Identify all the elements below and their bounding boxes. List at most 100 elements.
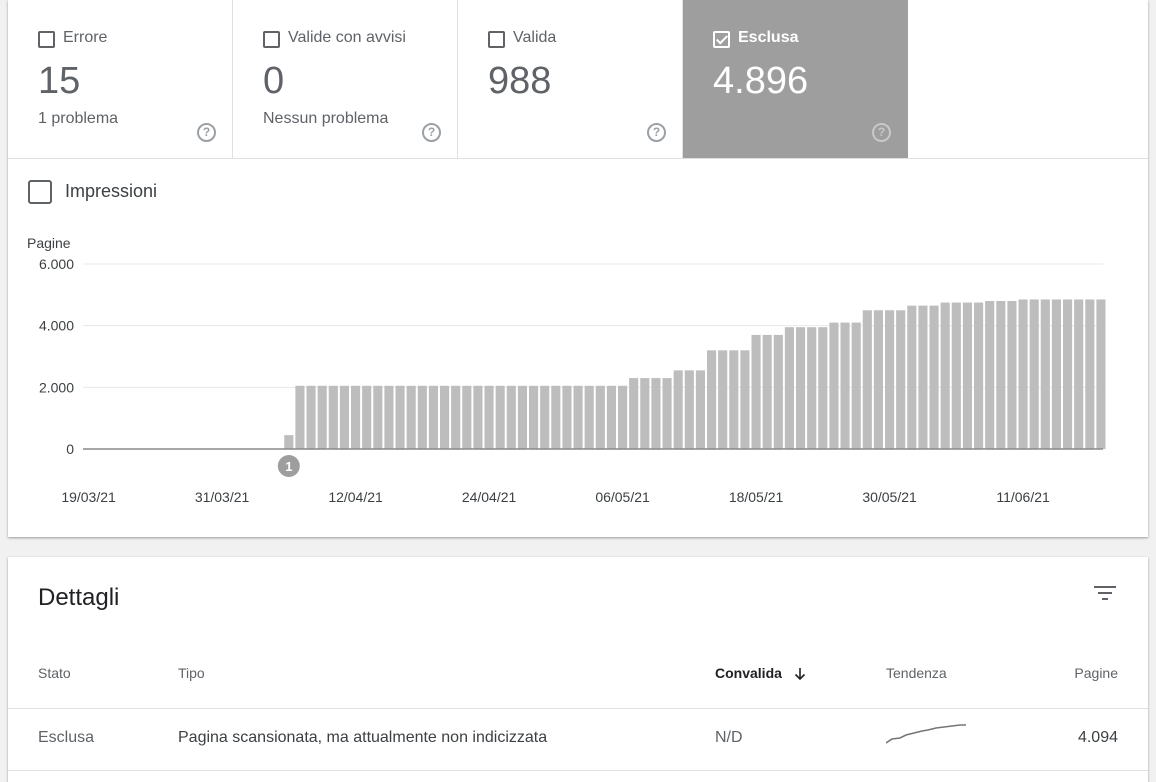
- bar: [317, 385, 327, 449]
- bar: [640, 378, 650, 449]
- bar: [1007, 301, 1017, 449]
- avvisi-checkbox[interactable]: [263, 31, 280, 48]
- filter-icon[interactable]: [1094, 585, 1116, 603]
- tile-esclusa[interactable]: Esclusa 4.896 ?: [683, 0, 908, 158]
- bar: [896, 310, 906, 449]
- tile-count: 988: [488, 60, 552, 102]
- impressions-label: Impressioni: [65, 181, 158, 201]
- bar: [751, 334, 761, 449]
- cell-stato: Esclusa: [38, 729, 95, 746]
- bar: [762, 334, 772, 449]
- x-tick-label: 30/05/21: [862, 489, 917, 505]
- bar: [796, 327, 806, 449]
- bar: [462, 385, 472, 449]
- esclusa-checkbox-checked[interactable]: [713, 31, 730, 48]
- bar: [551, 385, 561, 449]
- bar: [740, 350, 750, 449]
- bar: [1096, 299, 1106, 449]
- bar: [651, 378, 661, 449]
- tile-label: Valide con avvisi: [288, 29, 406, 46]
- help-icon[interactable]: ?: [872, 123, 891, 142]
- x-tick-label: 19/03/21: [61, 489, 116, 505]
- bar: [1040, 299, 1050, 449]
- bar: [784, 327, 794, 449]
- bar: [540, 385, 550, 449]
- bar: [907, 305, 917, 449]
- bar: [829, 322, 839, 449]
- bar: [1085, 299, 1095, 449]
- bar: [707, 350, 717, 449]
- valida-checkbox[interactable]: [488, 31, 505, 48]
- bar: [673, 370, 683, 449]
- x-tick-label: 11/06/21: [996, 489, 1050, 505]
- row-divider: [8, 770, 1148, 771]
- tile-label: Errore: [63, 29, 108, 46]
- bar: [417, 385, 427, 449]
- bar: [306, 385, 316, 449]
- bar: [618, 385, 628, 449]
- bar: [1074, 299, 1084, 449]
- bar: [506, 385, 516, 449]
- bar: [940, 302, 950, 449]
- bar: [918, 305, 928, 449]
- bar: [395, 385, 405, 449]
- bar: [818, 327, 828, 449]
- cell-convalida: N/D: [715, 729, 743, 746]
- bar: [284, 435, 294, 449]
- bar: [684, 370, 694, 449]
- impressions-checkbox[interactable]: [28, 180, 52, 204]
- tile-errore[interactable]: Errore 15 1 problema ?: [8, 0, 233, 158]
- bar: [384, 385, 394, 449]
- bar: [1063, 299, 1073, 449]
- bar: [529, 385, 539, 449]
- bar: [951, 302, 961, 449]
- help-icon[interactable]: ?: [647, 123, 666, 142]
- sort-down-arrow-icon: [794, 668, 805, 681]
- bar: [406, 385, 416, 449]
- bar: [985, 301, 995, 449]
- bar: [495, 385, 505, 449]
- details-card: Dettagli Stato Tipo Convalida Tendenza P…: [8, 557, 1148, 782]
- bar: [773, 334, 783, 449]
- tile-valide-con-avvisi[interactable]: Valide con avvisi 0 Nessun problema ?: [233, 0, 458, 158]
- column-header-stato[interactable]: Stato: [38, 665, 71, 681]
- bar: [562, 385, 572, 449]
- bar: [629, 378, 639, 449]
- bar: [662, 378, 672, 449]
- help-icon[interactable]: ?: [197, 123, 216, 142]
- errore-checkbox[interactable]: [38, 31, 55, 48]
- bar: [1018, 299, 1028, 449]
- bar: [851, 322, 861, 449]
- bar: [573, 385, 583, 449]
- bar: [339, 385, 349, 449]
- column-header-tendenza[interactable]: Tendenza: [886, 665, 947, 681]
- annotation-marker: [277, 455, 300, 477]
- bar: [595, 385, 605, 449]
- bar: [1029, 299, 1039, 449]
- column-header-convalida[interactable]: Convalida: [715, 665, 806, 681]
- tile-valida[interactable]: Valida 988 ?: [458, 0, 683, 158]
- bar: [351, 385, 361, 449]
- bar: [328, 385, 338, 449]
- x-tick-label: 12/04/21: [328, 489, 383, 505]
- annotation-label: 1: [285, 459, 292, 474]
- bar: [517, 385, 527, 449]
- y-tick-label: 4.000: [39, 318, 74, 334]
- column-header-tipo[interactable]: Tipo: [178, 665, 205, 681]
- header-divider: [8, 708, 1148, 709]
- column-header-pagine[interactable]: Pagine: [1074, 665, 1118, 681]
- details-title: Dettagli: [38, 584, 120, 611]
- tile-sub: Nessun problema: [263, 110, 389, 127]
- bar: [428, 385, 438, 449]
- bar: [440, 385, 450, 449]
- bar: [974, 302, 984, 449]
- bar: [606, 385, 616, 449]
- help-icon[interactable]: ?: [422, 123, 441, 142]
- column-header-convalida-label: Convalida: [715, 665, 782, 681]
- bar: [373, 385, 383, 449]
- y-tick-label: 6.000: [39, 256, 74, 272]
- x-tick-label: 31/03/21: [195, 489, 250, 505]
- bar: [718, 350, 728, 449]
- x-tick-label: 24/04/21: [462, 489, 517, 505]
